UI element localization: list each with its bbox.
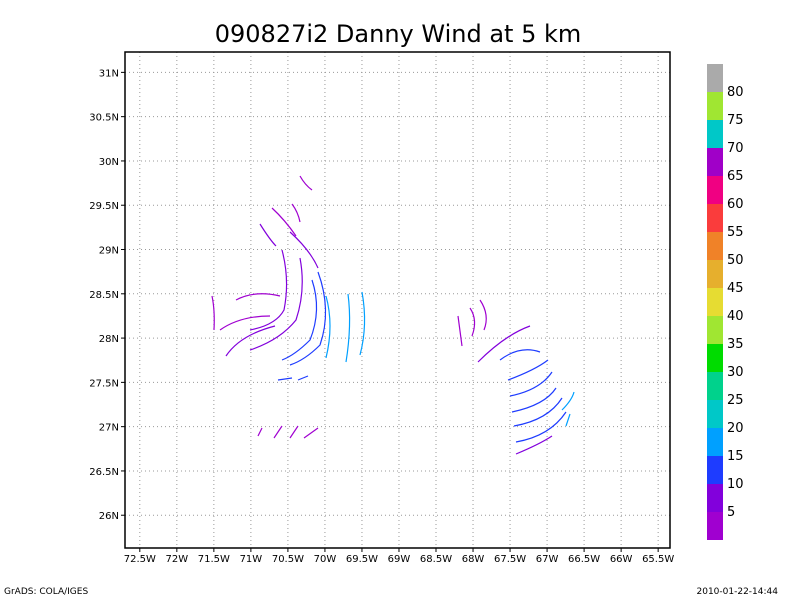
x-tick-label: 66W: [610, 554, 633, 565]
colorbar: 5 10 15 20 25 30 35 40 45 50 55 60 65 70 75 80: [707, 64, 744, 540]
streamline: [219, 315, 271, 331]
y-tick-label: 30N: [99, 157, 119, 168]
streamline: [291, 203, 301, 223]
x-tick-label: 72W: [166, 554, 189, 565]
streamline: [259, 223, 277, 247]
y-tick-label: 26N: [99, 511, 119, 522]
x-tick-label: 68W: [462, 554, 485, 565]
x-tick-label: 69.5W: [346, 554, 378, 565]
x-tick-label: 67.5W: [494, 554, 526, 565]
streamline: [325, 295, 331, 359]
footer-left: GrADS: COLA/IGES: [4, 587, 88, 597]
streamline: [515, 411, 567, 443]
colorbar-label: 5: [727, 505, 735, 520]
streamline: [289, 231, 319, 269]
title: 090827i2 Danny Wind at 5 km: [215, 20, 582, 48]
colorbar-segment: [707, 372, 723, 400]
streamline: [299, 175, 313, 191]
streamline: [235, 293, 281, 301]
colorbar-label: 20: [727, 421, 744, 436]
streamline: [211, 295, 215, 331]
colorbar-label: 10: [727, 477, 744, 492]
colorbar-label: 80: [727, 85, 744, 100]
colorbar-label: 35: [727, 337, 744, 352]
colorbar-segment: [707, 64, 723, 92]
colorbar-segment: [707, 456, 723, 484]
y-tick-label: 28.5N: [89, 290, 119, 301]
colorbar-label: 40: [727, 309, 744, 324]
colorbar-label: 45: [727, 281, 744, 296]
streamlines: [211, 175, 575, 455]
colorbar-segment: [707, 512, 723, 540]
map-frame: [124, 51, 671, 549]
streamline: [225, 325, 276, 357]
colorbar-segment: [707, 316, 723, 344]
x-tick-label: 66.5W: [568, 554, 600, 565]
streamline: [499, 349, 541, 361]
colorbar-label: 65: [727, 169, 744, 184]
grid: 72.5W 72W 71.5W 71W 70.5W 70W 69.5W 69W 68.5W 68W…: [89, 52, 674, 565]
colorbar-label: 70: [727, 141, 744, 156]
colorbar-segment: [707, 484, 723, 512]
streamline: [507, 359, 549, 381]
streamline: [249, 249, 288, 331]
x-tick-label: 71.5W: [198, 554, 230, 565]
streamline: [271, 207, 297, 237]
footer-right: 2010-01-22-14:44: [697, 587, 779, 597]
colorbar-label: 15: [727, 449, 744, 464]
streamline: [511, 387, 557, 413]
y-tick-label: 31N: [99, 68, 119, 79]
streamline: [477, 325, 531, 363]
y-tick-label: 26.5N: [89, 467, 119, 478]
x-tick-label: 68.5W: [420, 554, 452, 565]
colorbar-label: 30: [727, 365, 744, 380]
y-tick-label: 27.5N: [89, 378, 119, 389]
x-tick-label: 70W: [314, 554, 337, 565]
colorbar-label: 60: [727, 197, 744, 212]
streamline: [281, 279, 318, 361]
colorbar-segment: [707, 176, 723, 204]
streamline: [289, 271, 327, 366]
y-tick-label: 30.5N: [89, 113, 119, 124]
streamline: [257, 425, 319, 439]
colorbar-segment: [707, 232, 723, 260]
colorbar-segment: [707, 344, 723, 372]
colorbar-segment: [707, 120, 723, 148]
y-tick-label: 29N: [99, 246, 119, 257]
x-tick-label: 65.5W: [642, 554, 674, 565]
colorbar-label: 25: [727, 393, 744, 408]
x-tick-label: 70.5W: [272, 554, 304, 565]
x-tick-label: 72.5W: [124, 554, 156, 565]
x-tick-label: 71W: [240, 554, 263, 565]
colorbar-label: 55: [727, 225, 744, 240]
streamline: [345, 293, 351, 363]
streamline: [457, 299, 487, 347]
streamline: [359, 291, 366, 356]
y-tick-label: 27N: [99, 423, 119, 434]
colorbar-segment: [707, 288, 723, 316]
x-tick-label: 69W: [388, 554, 411, 565]
streamline: [277, 375, 309, 381]
streamline: [249, 257, 303, 351]
colorbar-segment: [707, 148, 723, 176]
streamline: [561, 391, 575, 427]
colorbar-segment: [707, 260, 723, 288]
colorbar-segment: [707, 204, 723, 232]
y-tick-label: 28N: [99, 334, 119, 345]
streamline: [515, 435, 553, 455]
streamline: [509, 371, 553, 397]
colorbar-segment: [707, 400, 723, 428]
x-tick-label: 67W: [536, 554, 559, 565]
streamline: [513, 397, 563, 427]
colorbar-segment: [707, 428, 723, 456]
y-tick-label: 29.5N: [89, 201, 119, 212]
colorbar-segment: [707, 92, 723, 120]
colorbar-label: 75: [727, 113, 744, 128]
colorbar-label: 50: [727, 253, 744, 268]
